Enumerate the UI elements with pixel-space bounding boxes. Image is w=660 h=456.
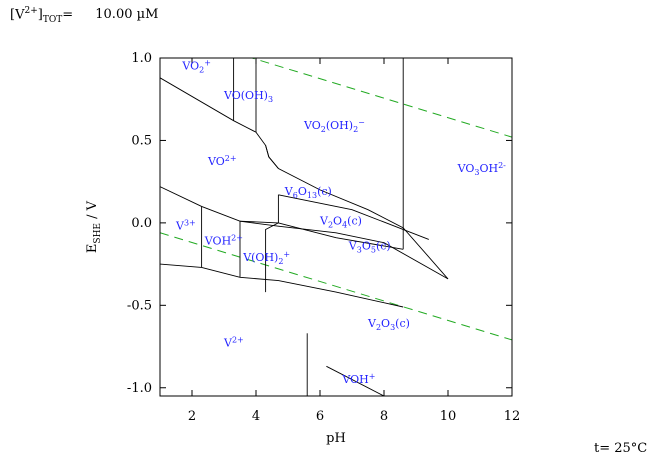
y-axis-label-main: E	[85, 244, 100, 254]
region-label: VO2(OH)2−	[303, 118, 365, 134]
region-label: VO(OH)3	[223, 89, 273, 104]
boundary-line-16	[326, 365, 385, 396]
axis-ticks: 2 4 6 8 10 12 1.0 0.5 0.0 -0.5 -1.0	[127, 51, 520, 424]
boundary-line-1	[160, 77, 449, 280]
region-label: V2O4(c)	[319, 215, 362, 230]
conc-charge: 2+	[24, 6, 38, 16]
y-axis-label-unit: / V	[85, 200, 100, 223]
y-tick-label: -0.5	[127, 298, 152, 313]
region-label: VO3OH2-	[457, 161, 507, 177]
boundary-line-11	[160, 263, 202, 268]
x-tick-label: 6	[316, 409, 324, 424]
boundary-line-10	[278, 194, 429, 240]
temperature-note: t= 25°C	[594, 441, 648, 456]
region-label: VO2+	[181, 59, 211, 75]
conc-equals: =	[62, 7, 74, 23]
boundary-line-5	[265, 194, 279, 293]
boundary-line-7	[160, 186, 449, 280]
region-label: V(OH)2+	[242, 250, 290, 266]
phase-boundaries	[160, 58, 449, 396]
y-axis-label: ESHE / V	[85, 200, 103, 253]
x-tick-label: 12	[504, 409, 521, 424]
y-tick-label: 1.0	[131, 51, 152, 66]
conc-subscript: TOT	[42, 14, 63, 25]
boundary-line-14	[239, 220, 279, 224]
y-tick-label: 0.5	[131, 133, 152, 148]
plot-frame	[159, 57, 513, 397]
conc-bracket: ]	[37, 7, 43, 23]
region-label: V3+	[175, 218, 196, 232]
region-label: VOH2+	[204, 233, 243, 247]
region-labels: VO2+ VO(OH)3 VO2(OH)2− VO2+ VO3OH2- V6O13(c) V…	[175, 59, 506, 386]
y-tick-label: 0.0	[131, 216, 152, 231]
water-stability-lines	[160, 58, 512, 341]
region-label: V6O13(c)	[284, 185, 332, 200]
region-label: VO2+	[207, 154, 237, 168]
boundary-line-8	[278, 222, 404, 250]
x-tick-label: 2	[188, 409, 196, 424]
conc-value: 10.00 µM	[95, 7, 159, 23]
region-label: VOH+	[341, 372, 375, 386]
y-axis-label-sub: SHE	[93, 223, 103, 244]
conc-symbol: [V	[10, 7, 25, 23]
x-tick-label: 4	[252, 409, 260, 424]
x-axis-label: pH	[326, 431, 346, 446]
region-label: V2O3(c)	[367, 317, 410, 332]
boundary-line-9	[201, 266, 404, 308]
region-label: V2+	[223, 336, 244, 350]
water-line-1	[250, 58, 512, 138]
y-tick-label: -1.0	[127, 381, 152, 396]
header-concentration: [V2+]TOT= 10.00 µM	[10, 6, 158, 25]
water-line-2	[160, 232, 512, 341]
x-tick-label: 10	[440, 409, 457, 424]
x-tick-label: 8	[380, 409, 388, 424]
region-label: V3O5(c)	[348, 239, 391, 254]
boundary-line-4	[265, 145, 279, 169]
